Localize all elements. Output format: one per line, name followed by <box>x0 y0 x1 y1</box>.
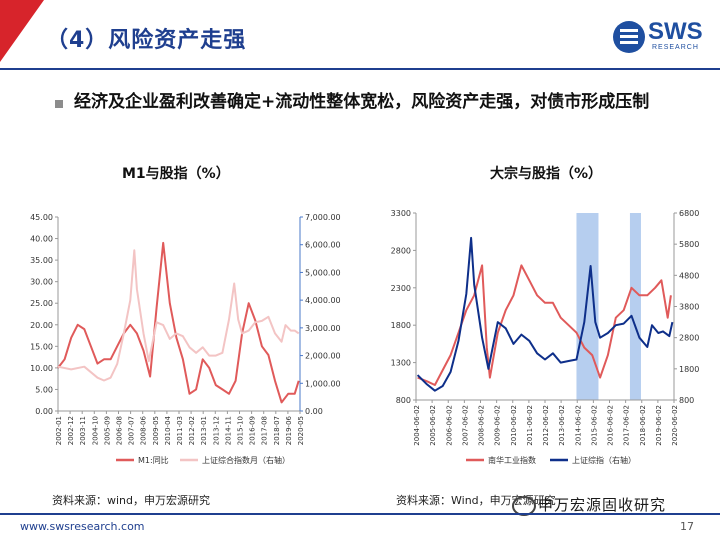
chart2-xtick-label: 2006-06-02 <box>445 405 453 446</box>
chart1-ytick-right-label: 3,000.00 <box>305 324 341 333</box>
chart1-xtick-label: 2008-06 <box>140 415 148 445</box>
chart2-ytick-right-label: 5800 <box>679 240 699 249</box>
chart2-xtick-label: 2007-06-02 <box>461 405 469 446</box>
chart2-xtick-label: 2018-06-02 <box>639 405 647 446</box>
chart1-legend-label-0: M1:同比 <box>138 455 169 465</box>
chart1-xtick-label: 2016-09 <box>249 416 257 445</box>
chart2-ytick-right-label: 2800 <box>679 334 699 343</box>
logo-text: SWS <box>648 18 703 45</box>
chart2-xtick-label: 2008-06-02 <box>478 405 486 446</box>
chart1-ytick-left-label: 35.00 <box>30 256 53 265</box>
header-bar: （4）风险资产走强 SWS RESEARCH <box>0 0 720 80</box>
page-number: 17 <box>680 520 694 533</box>
chart1-ytick-left-label: 30.00 <box>30 278 53 287</box>
chart2-xtick-label: 2005-06-02 <box>429 405 437 446</box>
bullet-square-icon <box>55 100 63 108</box>
chart2-xtick-label: 2004-06-02 <box>413 405 421 446</box>
chart2-ytick-left-label: 800 <box>396 396 411 405</box>
chart2-xtick-label: 2012-06-02 <box>542 405 550 446</box>
chart2-series-primary-line <box>417 264 672 386</box>
chart1-xtick-label: 2014-11 <box>224 416 232 445</box>
header-divider <box>0 68 720 70</box>
chart2-xtick-label: 2016-06-02 <box>607 405 615 446</box>
chart1-ytick-left-label: 25.00 <box>30 299 53 308</box>
chart1-xtick-label: 2013-12 <box>212 416 220 445</box>
chart2-title: 大宗与股指（%） <box>490 166 603 182</box>
chart1-xtick-label: 2002-01 <box>55 416 63 445</box>
chart2-series-secondary-line <box>416 236 674 392</box>
chart1-ytick-right-label: 7,000.00 <box>305 213 341 222</box>
chart2-ytick-left-label: 1300 <box>391 359 411 368</box>
chart1-title: M1与股指（%） <box>122 166 230 182</box>
chart2-xtick-label: 2019-06-02 <box>655 405 663 446</box>
chart2-commodity-vs-index: 800 1300 1800 2300 2800 3300 800 1800 2800 3800 48… <box>391 209 700 465</box>
footer-divider <box>0 513 720 515</box>
footer-url[interactable]: www.swsresearch.com <box>20 520 145 533</box>
chart2-xtick-label: 2013-06-02 <box>558 405 566 446</box>
sws-logo-icon <box>613 21 645 53</box>
chart2-xtick-label: 2011-06-02 <box>526 405 534 446</box>
chart1-source: 资料来源：wind，申万宏源研究 <box>52 494 211 507</box>
chart2-xtick-label: 2014-06-02 <box>574 405 582 446</box>
page-title: （4）风险资产走强 <box>46 28 247 53</box>
chart1-xtick-label: 2009-05 <box>152 416 160 445</box>
chart1-xtick-label: 2013-01 <box>200 416 208 445</box>
chart1-xtick-label: 2019-06 <box>285 415 293 445</box>
chart2-ytick-left-label: 2800 <box>391 246 411 255</box>
chart1-xtick-label: 2007-07 <box>128 416 136 445</box>
chart1-series-secondary-line <box>57 249 300 382</box>
chart2-xtick-label: 2010-06-02 <box>510 405 518 446</box>
chart1-xtick-label: 2004-10 <box>91 416 99 445</box>
chart1-ytick-right-label: 5,000.00 <box>305 268 341 277</box>
chart2-ytick-left-label: 1800 <box>391 321 411 330</box>
chart1-ytick-left-label: 0.00 <box>35 407 53 416</box>
chart1-xtick-label: 2005-09 <box>103 416 111 445</box>
chart2-shaded-range-0 <box>576 213 599 400</box>
chart1-xtick-label: 2003-11 <box>79 416 87 445</box>
watermark: 申万宏源固收研究 <box>538 496 667 514</box>
chart1-xtick-label: 2015-10 <box>237 416 245 445</box>
headline: 经济及企业盈利改善确定+流动性整体宽松，风险资产走强，对债市形成压制 <box>74 92 650 112</box>
chart2-legend-label-1: 上证综指（右轴） <box>572 455 636 465</box>
chart2-ytick-left-label: 3300 <box>391 209 411 218</box>
chart2-ytick-right-label: 4800 <box>679 271 699 280</box>
chart2-ytick-right-label: 6800 <box>679 209 699 218</box>
chart1-xtick-label: 2018-07 <box>273 416 281 445</box>
chart1-xtick-label: 2010-04 <box>164 415 172 445</box>
header-red-triangle <box>0 0 44 62</box>
chart2-ytick-right-label: 800 <box>679 396 694 405</box>
wechat-icon <box>512 496 536 516</box>
chart1-ytick-left-label: 40.00 <box>30 235 53 244</box>
chart1-xtick-label: 2002-12 <box>67 416 75 445</box>
chart1-legend-label-1: 上证综合指数月（右轴） <box>202 455 290 465</box>
chart2-legend-label-0: 南华工业指数 <box>488 455 536 465</box>
chart2-ytick-right-label: 1800 <box>679 365 699 374</box>
chart2-xtick-label: 2020-06-02 <box>671 405 679 446</box>
chart2-shaded-range-1 <box>629 213 641 400</box>
chart1-ytick-right-label: 4,000.00 <box>305 296 341 305</box>
sws-logo: SWS RESEARCH <box>612 18 712 58</box>
chart2-ytick-right-label: 3800 <box>679 303 699 312</box>
chart2-xtick-label: 2009-06-02 <box>494 405 502 446</box>
chart2-ytick-left-label: 2300 <box>391 284 411 293</box>
chart1-xtick-label: 2017-08 <box>261 416 269 445</box>
chart1-xtick-label: 2020-05 <box>297 416 305 445</box>
logo-subtext: RESEARCH <box>652 44 699 51</box>
chart1-ytick-left-label: 5.00 <box>35 385 53 394</box>
chart1-xtick-label: 2012-02 <box>188 416 196 445</box>
chart2-xtick-label: 2015-06-02 <box>590 405 598 446</box>
chart1-ytick-left-label: 10.00 <box>30 364 53 373</box>
chart1-series-primary-line <box>57 241 300 404</box>
chart1-m1-vs-index: 0.00 5.00 10.00 15.00 20.00 25.00 30.00 35.00 40… <box>30 213 341 465</box>
chart1-xtick-label: 2011-03 <box>176 416 184 445</box>
chart1-ytick-left-label: 45.00 <box>30 213 53 222</box>
chart1-ytick-right-label: 6,000.00 <box>305 241 341 250</box>
chart1-ytick-right-label: 0.00 <box>305 407 323 416</box>
chart2-xtick-label: 2017-06-02 <box>623 405 631 446</box>
chart1-ytick-left-label: 15.00 <box>30 342 53 351</box>
chart1-ytick-right-label: 2,000.00 <box>305 352 341 361</box>
chart1-ytick-right-label: 1,000.00 <box>305 379 341 388</box>
chart1-ytick-left-label: 20.00 <box>30 321 53 330</box>
chart1-xtick-label: 2006-08 <box>116 416 124 445</box>
